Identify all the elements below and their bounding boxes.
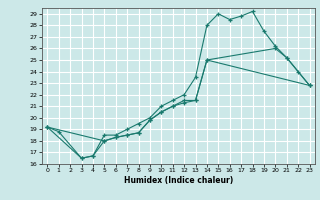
X-axis label: Humidex (Indice chaleur): Humidex (Indice chaleur) [124,176,233,185]
